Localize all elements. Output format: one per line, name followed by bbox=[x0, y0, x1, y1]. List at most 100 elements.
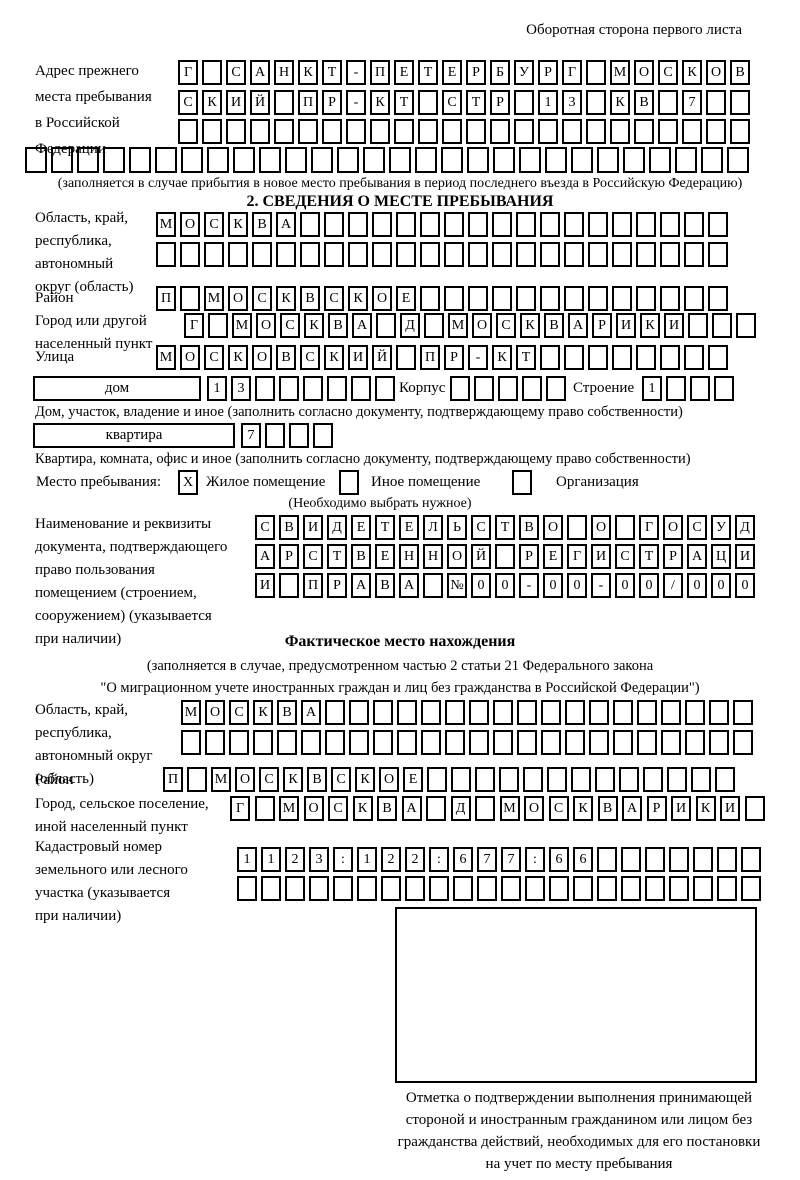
label-line: помещением (строением, bbox=[35, 585, 197, 601]
char-box: О bbox=[472, 313, 492, 338]
char-box bbox=[445, 700, 465, 725]
char-box bbox=[621, 876, 641, 901]
char-box: В bbox=[307, 767, 327, 792]
char-box bbox=[468, 242, 488, 267]
char-box bbox=[477, 876, 497, 901]
char-box: М bbox=[448, 313, 468, 338]
prev-address-row-3 bbox=[178, 119, 750, 144]
char-box: О bbox=[379, 767, 399, 792]
char-box bbox=[658, 119, 678, 144]
char-box bbox=[77, 147, 99, 173]
char-box bbox=[279, 573, 299, 598]
char-box: В bbox=[634, 90, 654, 115]
char-box: О bbox=[372, 286, 392, 311]
char-box bbox=[349, 730, 369, 755]
char-box: Т bbox=[495, 515, 515, 540]
char-box: И bbox=[664, 313, 684, 338]
char-box: Й bbox=[372, 345, 392, 370]
char-box: С bbox=[178, 90, 198, 115]
char-box bbox=[285, 876, 305, 901]
char-box bbox=[202, 60, 222, 85]
char-box bbox=[612, 212, 632, 237]
char-box: Н bbox=[399, 544, 419, 569]
char-box: К bbox=[324, 345, 344, 370]
char-box bbox=[588, 242, 608, 267]
char-box bbox=[389, 147, 411, 173]
label-line: (область) bbox=[35, 771, 94, 787]
char-box bbox=[586, 119, 606, 144]
char-box bbox=[498, 376, 518, 401]
char-box: В bbox=[279, 515, 299, 540]
apartment-caption: Квартира, комната, офис и иное (заполнит… bbox=[35, 451, 691, 467]
char-box: Д bbox=[450, 796, 471, 821]
char-box bbox=[517, 730, 537, 755]
char-box bbox=[418, 119, 438, 144]
char-box bbox=[597, 876, 617, 901]
char-box bbox=[564, 286, 584, 311]
char-box: К bbox=[202, 90, 222, 115]
stroenie-label: Строение bbox=[573, 380, 635, 396]
char-box: В bbox=[300, 286, 320, 311]
char-box: В bbox=[597, 796, 618, 821]
char-box: А bbox=[301, 700, 321, 725]
char-box: К bbox=[298, 60, 318, 85]
char-box: Р bbox=[490, 90, 510, 115]
page-side-note: Оборотная сторона первого листа bbox=[526, 22, 742, 38]
char-box: № bbox=[447, 573, 467, 598]
char-box: П bbox=[298, 90, 318, 115]
char-box bbox=[744, 796, 765, 821]
char-box bbox=[717, 847, 737, 872]
char-box: 3 bbox=[231, 376, 251, 401]
char-box: Т bbox=[639, 544, 659, 569]
char-box bbox=[474, 376, 494, 401]
char-box bbox=[285, 147, 307, 173]
char-box bbox=[588, 212, 608, 237]
char-box bbox=[660, 345, 680, 370]
char-box bbox=[516, 242, 536, 267]
char-box: О bbox=[256, 313, 276, 338]
char-box: С bbox=[658, 60, 678, 85]
char-box bbox=[204, 242, 224, 267]
char-box bbox=[499, 767, 519, 792]
char-box bbox=[397, 700, 417, 725]
char-box bbox=[685, 730, 705, 755]
char-box bbox=[324, 212, 344, 237]
apartment-cells: 7 bbox=[241, 423, 333, 448]
char-box bbox=[612, 286, 632, 311]
char-box: 3 bbox=[562, 90, 582, 115]
char-box: О bbox=[524, 796, 544, 821]
char-box: Е bbox=[543, 544, 563, 569]
label-line: иной населенный пункт bbox=[35, 819, 188, 835]
label-line: Город, сельское поселение, bbox=[35, 796, 209, 812]
char-box: В bbox=[519, 515, 539, 540]
char-box bbox=[357, 876, 377, 901]
char-box: Т bbox=[466, 90, 486, 115]
char-box: Д bbox=[327, 515, 347, 540]
label-line: право пользования bbox=[35, 562, 155, 578]
char-box: 2 bbox=[381, 847, 401, 872]
char-box: К bbox=[355, 767, 375, 792]
char-box: : bbox=[333, 847, 353, 872]
char-box bbox=[180, 242, 200, 267]
char-box bbox=[567, 515, 587, 540]
char-box: Т bbox=[327, 544, 347, 569]
char-box: Ь bbox=[447, 515, 467, 540]
char-box bbox=[669, 847, 689, 872]
char-box: 0 bbox=[567, 573, 587, 598]
char-box bbox=[228, 242, 248, 267]
char-box bbox=[420, 212, 440, 237]
char-box: Е bbox=[403, 767, 423, 792]
char-box bbox=[613, 730, 633, 755]
char-box bbox=[516, 286, 536, 311]
char-box bbox=[540, 286, 560, 311]
char-box bbox=[301, 730, 321, 755]
char-box bbox=[565, 700, 585, 725]
char-box bbox=[564, 345, 584, 370]
char-box: Й bbox=[250, 90, 270, 115]
char-box bbox=[691, 767, 711, 792]
char-box bbox=[684, 286, 704, 311]
street-label: Улица bbox=[35, 349, 75, 365]
stay-type-label: Место пребывания: bbox=[36, 474, 161, 490]
